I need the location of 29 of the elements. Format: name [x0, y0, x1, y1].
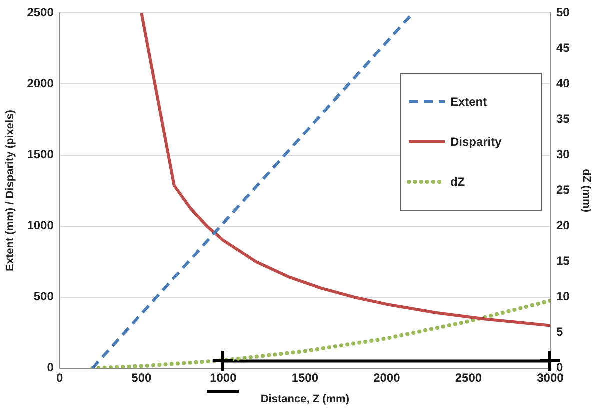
x-tick-label: 1500 [292, 370, 319, 385]
legend-label: Disparity [450, 135, 502, 150]
x-tick-label: 500 [132, 370, 152, 385]
x-tick-label: 1000 [210, 370, 238, 385]
legend-label: Extent [450, 95, 488, 110]
y2-tick-label: 15 [556, 254, 570, 268]
y2-tick-label: 40 [556, 76, 570, 91]
legend-label: dZ [450, 175, 466, 190]
y2-axis-title: dZ (mm) [580, 169, 592, 213]
x-tick-label: 2000 [374, 370, 401, 385]
y-tick-label: 1000 [27, 218, 54, 233]
y-tick-label: 2000 [27, 76, 54, 91]
y2-tick-label: 45 [556, 41, 570, 56]
y-tick-label: 500 [34, 290, 54, 304]
y-tick-label: 2500 [27, 6, 54, 20]
y2-tick-label: 5 [556, 325, 564, 340]
y2-tick-label: 10 [556, 290, 570, 304]
line-series [90, 298, 550, 368]
y2-tick-label: 25 [556, 183, 570, 198]
y2-tick-label: 30 [556, 148, 570, 162]
y-axis-title: Extent (mm) / Disparity (pixels) [4, 110, 17, 272]
y2-tick-label: 50 [556, 6, 570, 20]
y-tick-label: 1500 [27, 148, 54, 162]
x-tick-label: 0 [56, 370, 64, 385]
y2-tick-label: 35 [556, 112, 570, 126]
y-tick-label: 0 [47, 360, 54, 375]
x-axis-title: Distance, Z (mm) [260, 393, 350, 406]
y2-tick-label: 20 [556, 218, 570, 233]
x-tick-label: 2500 [455, 370, 482, 385]
